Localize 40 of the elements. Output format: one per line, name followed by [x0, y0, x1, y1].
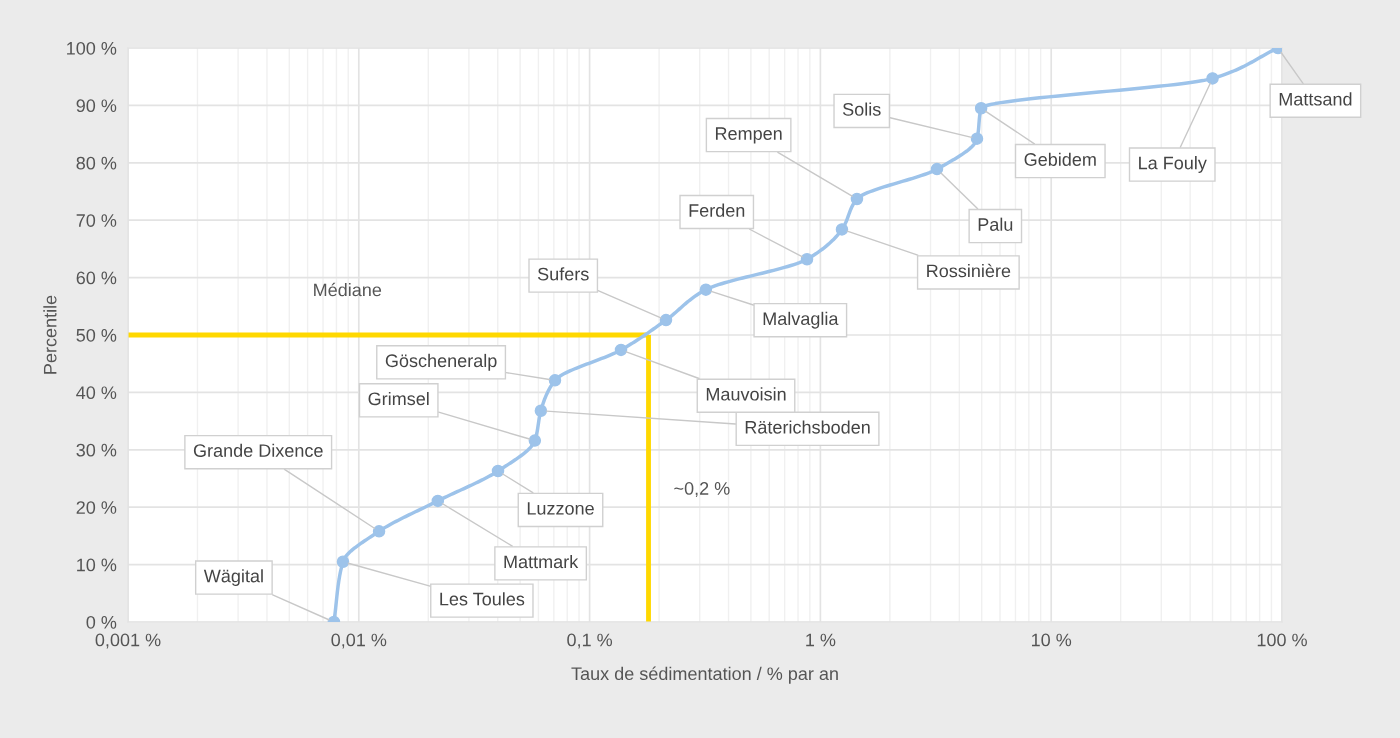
annotation: Mauvoisin: [706, 387, 786, 401]
annotation: Rempen: [715, 127, 782, 144]
x-tick-label: 0,01 %: [331, 633, 387, 649]
x-tick-label: 0,001 %: [95, 633, 161, 649]
annotation: Gebidem: [1024, 152, 1096, 166]
x-tick-label: 10 %: [1032, 633, 1072, 647]
y-tick-label: 20 %: [76, 501, 117, 514]
annotation: Les Toules: [440, 592, 525, 606]
annotation: Rossinière: [927, 263, 1011, 278]
ref-line-label: ~0,2 %: [674, 482, 730, 497]
annotation: Ferden: [689, 203, 745, 217]
x-tick-label: 100 %: [1257, 633, 1307, 647]
y-tick-label: 80 %: [76, 156, 117, 170]
y-tick-label: 90 %: [76, 99, 117, 113]
annotation: La Fouly: [1139, 156, 1207, 173]
annotation: Wägital: [203, 569, 263, 586]
y-tick-label: 70 %: [76, 214, 117, 227]
y-tick-label: 0 %: [86, 615, 117, 629]
annotation: Mattsand: [1279, 92, 1352, 106]
y-tick-label: 40 %: [76, 386, 117, 400]
y-tick-label: 50 %: [76, 328, 117, 342]
annotation: Göscheneralp: [385, 353, 497, 371]
x-tick-label: 0,1 %: [567, 633, 613, 649]
y-axis-title: Percentile: [43, 295, 57, 374]
x-axis-title: Taux de sédimentation / % par an: [571, 666, 838, 684]
y-tick-label: 100 %: [67, 41, 117, 55]
annotation: Grimsel: [368, 391, 429, 406]
annotation: Palu: [978, 217, 1013, 231]
annotation: Solis: [842, 102, 881, 116]
annotation: Grande Dixence: [193, 443, 323, 457]
annotation: Malvaglia: [763, 311, 839, 329]
annotation: Sufers: [537, 267, 589, 281]
annotation: Mattmark: [504, 554, 579, 569]
annotation: Räterichsboden: [745, 420, 870, 434]
ref-line-label: Médiane: [314, 282, 382, 297]
annotation: Luzzone: [527, 502, 594, 515]
y-tick-label: 30 %: [76, 443, 117, 457]
y-tick-label: 10 %: [77, 558, 117, 572]
y-tick-label: 60 %: [76, 271, 117, 285]
x-tick-label: 1 %: [806, 633, 836, 647]
